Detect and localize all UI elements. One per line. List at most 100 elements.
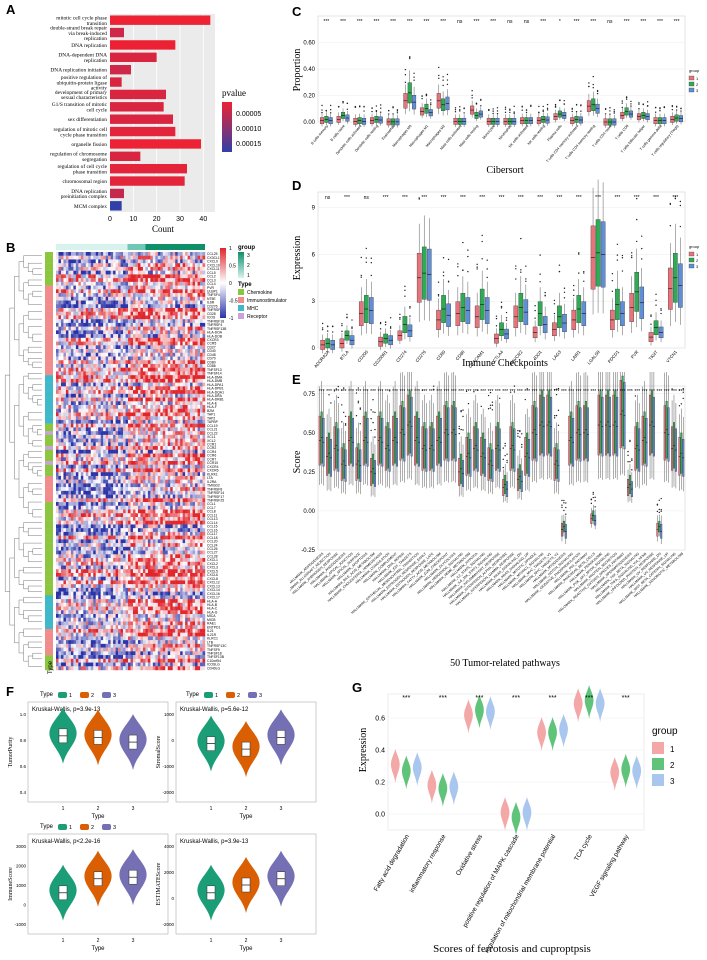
panel-b-heat-cell <box>170 285 173 290</box>
panel-b-heat-cell <box>115 382 119 387</box>
panel-b-heat-cell <box>147 431 151 436</box>
panel-b-heat-cell <box>68 319 72 324</box>
panel-b-heat-cell <box>128 315 131 320</box>
panel-b-heat-cell <box>108 296 111 301</box>
panel-b-type-cell <box>45 442 53 447</box>
panel-b-heat-cell <box>157 289 161 294</box>
panel-b-heat-cell <box>83 367 86 372</box>
panel-b-heat-cell <box>180 509 183 514</box>
panel-b-heat-cell <box>93 293 96 297</box>
panel-b-heat-cell <box>135 509 139 514</box>
panel-b-heat-cell <box>125 311 129 316</box>
panel-b-heat-cell <box>140 405 144 409</box>
panel-b-heat-cell <box>95 483 99 488</box>
panel-b-heat-cell <box>118 513 121 518</box>
panel-b-heat-cell <box>98 524 101 529</box>
panel-b-heat-cell <box>157 423 161 428</box>
panel-b-heat-cell <box>140 419 144 424</box>
panel-b-heat-cell <box>200 397 203 402</box>
panel-b-heat-cell <box>115 487 119 492</box>
panel-b-heat-cell <box>73 278 77 283</box>
panel-b-heat-cell <box>200 281 203 286</box>
panel-b-heat-cell <box>70 502 74 506</box>
panel-b-heat-cell <box>98 285 101 290</box>
panel-b-heat-cell <box>202 423 206 428</box>
panel-b-type-cell <box>45 524 53 529</box>
panel-b-heat-cell <box>190 427 193 432</box>
panel-b-heat-cell <box>95 352 99 357</box>
panel-b-heat-cell <box>90 285 94 290</box>
panel-b-heat-cell <box>120 315 124 320</box>
panel-b-heat-cell <box>93 401 96 406</box>
panel-b-heat-cell <box>145 378 149 383</box>
panel-b-heat-cell <box>172 337 176 342</box>
panel-b-heat-cell <box>192 509 196 514</box>
panel-b-heat-cell <box>202 326 206 331</box>
panel-b-heat-cell <box>180 259 183 264</box>
panel-b-heat-cell <box>63 427 67 432</box>
panel-b-heat-cell <box>108 315 111 320</box>
panel-b-heat-cell <box>100 349 104 353</box>
panel-b-heat-cell <box>118 498 121 503</box>
panel-b-heat-cell <box>123 405 126 409</box>
panel-b-heat-cell <box>80 375 84 380</box>
panel-b-heat-cell <box>190 304 193 309</box>
panel-b-type-cell <box>45 382 53 387</box>
panel-b-heat-cell <box>75 509 79 514</box>
panel-b-heat-cell <box>90 337 94 342</box>
panel-b-heat-cell <box>150 345 154 350</box>
panel-b-heat-cell <box>170 371 173 376</box>
panel-b-heat-cell <box>140 401 144 406</box>
panel-b-heat-cell <box>190 524 193 529</box>
panel-b-heat-cell <box>95 300 99 305</box>
panel-b-heat-cell <box>80 502 84 506</box>
panel-b-heat-cell <box>56 464 59 469</box>
panel-b-heat-cell <box>177 457 181 462</box>
panel-b-heat-cell <box>85 293 89 297</box>
panel-b-heat-cell <box>113 405 116 409</box>
panel-b-heat-cell <box>70 293 74 297</box>
panel-b-heat-cell <box>73 539 77 544</box>
panel-b-heat-cell <box>93 449 96 454</box>
panel-b-heat-cell <box>145 472 149 477</box>
panel-b-heat-cell <box>68 270 72 275</box>
panel-b-heat-cell <box>73 300 77 305</box>
panel-b-heat-cell <box>88 408 91 413</box>
panel-b-heat-cell <box>73 289 77 294</box>
panel-b-heat-cell <box>128 412 131 417</box>
panel-b-heat-cell <box>118 375 121 380</box>
panel-b-heat-cell <box>85 319 89 324</box>
panel-b-heat-cell <box>172 464 176 469</box>
panel-b-heat-cell <box>202 386 206 391</box>
panel-b-heat-cell <box>140 360 144 365</box>
panel-b-heat-cell <box>202 334 206 339</box>
panel-b-heat-cell <box>90 509 94 514</box>
panel-b-heat-cell <box>70 274 74 279</box>
panel-b-heat-cell <box>140 352 144 357</box>
panel-b-heat-cell <box>100 535 104 540</box>
panel-b-heat-cell <box>95 539 99 544</box>
panel-b-heat-cell <box>85 531 89 536</box>
panel-b-heat-cell <box>160 378 163 383</box>
panel-b-heat-cell <box>157 472 161 477</box>
panel-b-heat-cell <box>157 315 161 320</box>
panel-b-heat-cell <box>68 252 72 256</box>
panel-b-heat-cell <box>147 270 151 275</box>
panel-b-heat-cell <box>103 345 106 350</box>
panel-b-heat-cell <box>58 252 62 256</box>
panel-b-heat-cell <box>165 431 168 436</box>
panel-b-heat-cell <box>85 408 89 413</box>
panel-b-heat-cell <box>135 449 139 454</box>
panel-b-heat-cell <box>108 487 111 492</box>
panel-b-heat-cell <box>115 311 119 316</box>
panel-b-heat-cell <box>200 449 203 454</box>
panel-b-heat-cell <box>73 431 77 436</box>
panel-b-heat-cell <box>135 330 139 335</box>
panel-b-heat-cell <box>65 270 69 275</box>
panel-b-heat-cell <box>78 397 82 402</box>
panel-b-heat-cell <box>175 483 178 488</box>
panel-b-heat-cell <box>182 472 186 477</box>
panel-b-dendrogram-branch <box>28 387 33 400</box>
panel-b-heat-cell <box>73 483 77 488</box>
panel-b-heat-cell <box>195 393 198 398</box>
